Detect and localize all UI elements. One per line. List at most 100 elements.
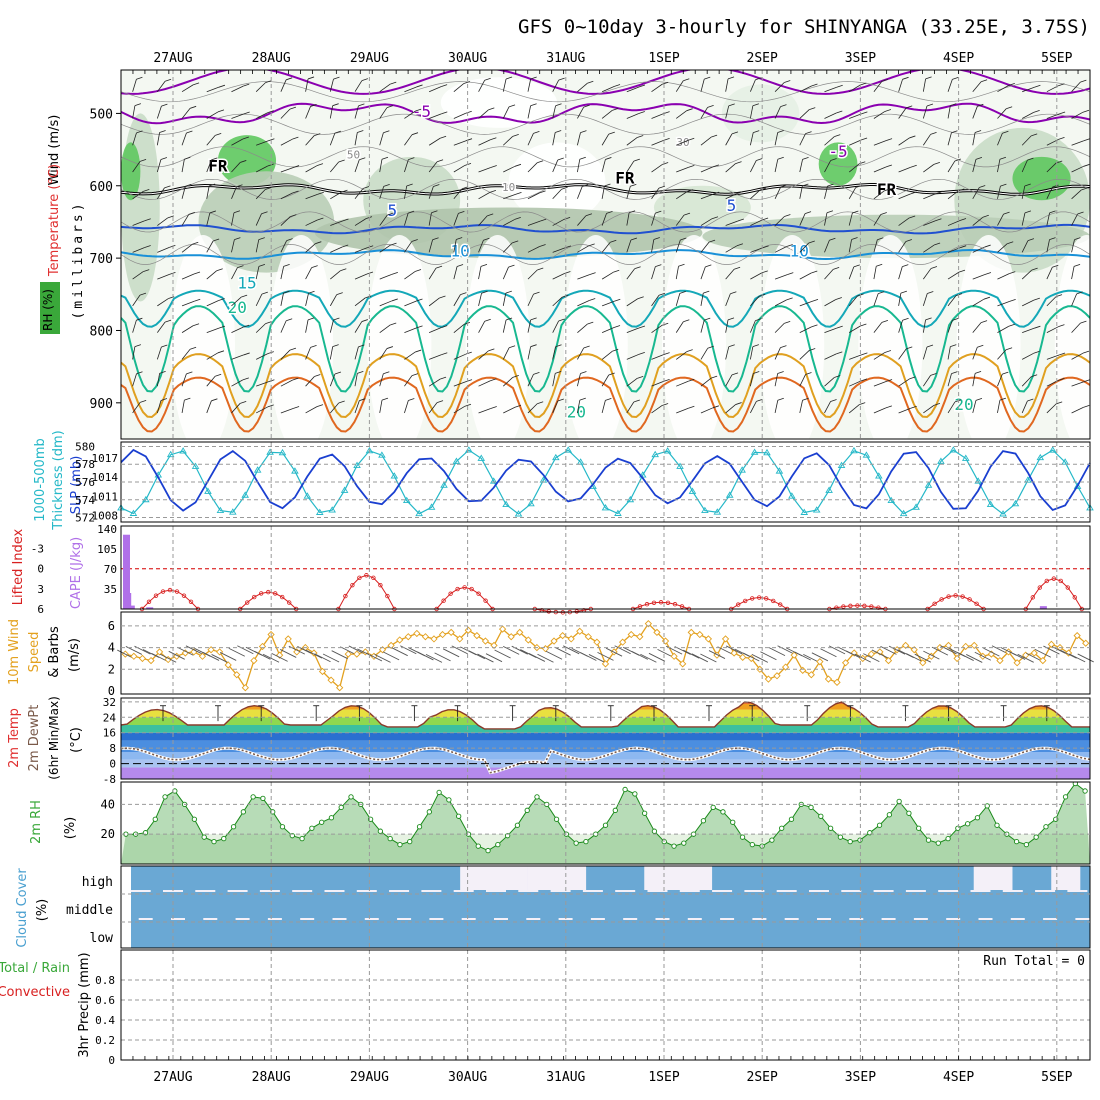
cloud-clear-patch — [460, 866, 528, 890]
wind-barb-flag — [1058, 111, 1066, 115]
thickness-marker — [291, 467, 299, 474]
wind-barb — [1071, 352, 1084, 360]
rh-point — [642, 810, 648, 816]
rh-dry-pocket — [760, 234, 825, 439]
wind-speed-marker — [636, 633, 644, 641]
thickness-marker — [204, 487, 212, 494]
cloud-thin-gap — [485, 890, 506, 892]
wind-barb-flag — [390, 322, 397, 326]
wind-speed-marker — [773, 672, 781, 680]
wind-barb — [181, 108, 191, 119]
wind-barb-flag — [490, 378, 497, 382]
wind-barb — [428, 267, 437, 280]
wind-barb — [824, 299, 837, 307]
cloud-thin-gap — [590, 918, 605, 920]
wind-barb-flag — [341, 189, 348, 193]
wind-barb-flag — [512, 133, 519, 137]
wind-barb — [527, 133, 534, 146]
wind-barb-flag — [608, 131, 615, 135]
wind-barb-flag — [902, 76, 909, 80]
thickness-tick-label: 578 — [75, 458, 95, 471]
wind-barb-flag — [884, 350, 892, 353]
wind-barb-flag — [561, 186, 568, 190]
rh-point — [808, 804, 814, 810]
wind-tick-label: 6 — [108, 619, 115, 633]
panel-frame — [120, 611, 1091, 695]
wind-barb-flag — [752, 344, 759, 348]
contour-label: 20 — [228, 298, 247, 317]
wind-left-labels: 10m Wind Speed & Barbs (m/s) — [7, 619, 82, 685]
wind-speed-marker — [233, 671, 241, 679]
wind-barb — [280, 167, 294, 173]
wind-barb-flag — [387, 212, 394, 216]
wind-barb — [577, 323, 588, 333]
wind-barb-flag — [1083, 138, 1090, 142]
rh-point — [152, 816, 158, 822]
wind-barb — [527, 269, 538, 280]
wind-barb-flag — [258, 264, 266, 267]
rh-dry-pocket — [563, 234, 628, 439]
date-label-bottom: 1SEP — [648, 1070, 679, 1085]
wind-barb — [1021, 185, 1026, 199]
wind-barb — [997, 301, 1010, 307]
wind-barb-flag — [711, 375, 718, 379]
wind-barb — [231, 113, 244, 119]
thickness-marker — [937, 457, 945, 464]
wind-speed-marker — [781, 663, 790, 671]
li-point — [385, 593, 390, 599]
rh-point — [319, 819, 325, 825]
rh-point — [827, 825, 834, 831]
wind-barb-flag — [1076, 291, 1083, 295]
wind-barb — [132, 79, 137, 92]
wind-barb — [354, 105, 359, 119]
wind-speed-marker — [378, 646, 387, 654]
wind-barb — [280, 349, 291, 360]
wind-barb-flag — [218, 84, 226, 88]
wind-barb-flag — [557, 157, 564, 161]
wind-barb — [725, 645, 743, 655]
wind-barb-flag — [316, 163, 324, 167]
wind-barb-flag — [784, 320, 791, 324]
wind-barb — [873, 111, 886, 119]
temperature-band — [121, 717, 1090, 725]
wind-barb — [132, 402, 141, 414]
wind-barb — [997, 243, 1008, 253]
thickness-marker — [862, 451, 871, 458]
li-tick-label: -3 — [31, 542, 44, 555]
wind-speed-marker — [396, 636, 404, 644]
wind-barb-flag — [655, 210, 662, 214]
wind-barb — [453, 213, 459, 226]
wind-barb-flag — [633, 158, 640, 162]
rh-point — [994, 822, 1000, 828]
thickness-marker — [303, 492, 312, 499]
wind-barb — [206, 212, 211, 226]
wind-barb-flag — [683, 212, 691, 216]
wind-barb — [577, 215, 587, 226]
wind-barb-flag — [954, 158, 962, 162]
thickness-marker — [1048, 446, 1057, 453]
wind-barb-flag — [688, 164, 695, 168]
wind-barb — [552, 373, 556, 387]
wind-barb-flag — [930, 266, 938, 269]
wind-barb — [922, 293, 928, 306]
wind-barb-flag — [834, 134, 841, 138]
wind-barb — [231, 212, 235, 226]
rh-point — [651, 828, 658, 834]
wind-barb-flag — [283, 264, 290, 267]
wind-barb — [577, 274, 590, 280]
wind-barb-flag — [703, 290, 710, 294]
wind-barb-flag — [243, 111, 250, 115]
wind-barb — [601, 271, 614, 280]
temp-left-labels: 2m Temp 2m DewPt (6hr Min/Max) (°C) — [7, 696, 84, 780]
thickness-marker — [713, 508, 722, 515]
wind-barb-flag — [761, 217, 769, 221]
wind-barb-flag — [186, 371, 193, 375]
wind-barb — [601, 400, 606, 414]
date-label-top: 31AUG — [546, 51, 585, 66]
rh-point — [896, 798, 902, 805]
wind-barb — [898, 137, 910, 146]
wind-barb-flag — [490, 406, 497, 409]
wind-barb-flag — [456, 237, 463, 240]
wind-barb-flag — [861, 111, 868, 115]
wind-barb-flag — [583, 345, 590, 349]
